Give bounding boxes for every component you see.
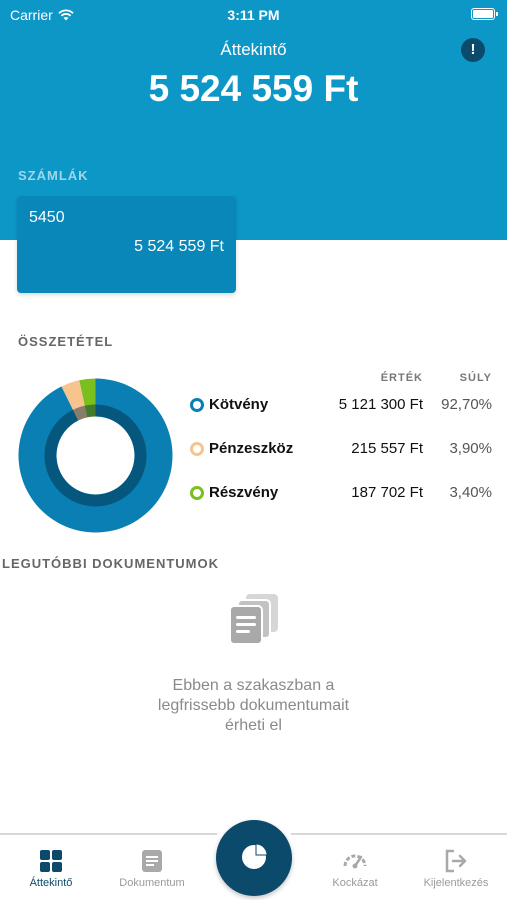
cash-legend-dot bbox=[190, 442, 204, 456]
carrier-info: Carrier bbox=[10, 7, 74, 23]
stock-legend-dot bbox=[190, 486, 204, 500]
document-icon bbox=[142, 850, 162, 872]
tab-label: Kockázat bbox=[332, 877, 378, 889]
composition-name: Részvény bbox=[209, 484, 279, 501]
portfolio-center-button[interactable] bbox=[216, 820, 292, 896]
total-balance: 5 524 559 Ft bbox=[148, 68, 359, 109]
account-number: 5450 bbox=[29, 209, 65, 226]
donut-hole bbox=[57, 417, 134, 494]
logout-icon bbox=[445, 849, 467, 873]
bond-legend-dot bbox=[190, 398, 204, 412]
account-balance: 5 524 559 Ft bbox=[134, 238, 224, 255]
donut-slice bbox=[18, 378, 173, 533]
empty-message-line: Ebben a szakaszban a bbox=[172, 677, 335, 694]
empty-message-line: érheti el bbox=[225, 717, 282, 734]
donut-slice bbox=[61, 380, 88, 421]
pie-chart-icon bbox=[242, 843, 268, 869]
accounts-heading: SZÁMLÁK bbox=[18, 168, 89, 183]
page-title: Áttekintő bbox=[220, 40, 287, 59]
donut-inner-shade bbox=[44, 404, 147, 507]
gauge-icon bbox=[343, 854, 367, 869]
composition-donut-chart bbox=[18, 378, 173, 533]
composition-value: 215 557 Ft bbox=[351, 440, 423, 457]
composition-weight: 92,70% bbox=[441, 396, 492, 413]
recent-documents-heading: LEGUTÓBBI DOKUMENTUMOK bbox=[2, 556, 219, 571]
composition-weight: 3,90% bbox=[449, 440, 492, 457]
tab-label: Áttekintő bbox=[29, 877, 73, 889]
composition-value: 187 702 Ft bbox=[351, 484, 423, 501]
donut-slice bbox=[79, 378, 96, 418]
tab-risk[interactable]: Kockázat bbox=[305, 849, 405, 889]
alert-icon[interactable]: ! bbox=[461, 38, 485, 62]
tab-overview[interactable]: Áttekintő bbox=[1, 849, 101, 889]
clock: 3:11 PM bbox=[227, 7, 280, 23]
tab-label: Dokumentum bbox=[119, 877, 185, 889]
documents-stack-icon bbox=[229, 594, 278, 644]
weight-column-header: SÚLY bbox=[459, 372, 492, 384]
account-card[interactable]: 5450 5 524 559 Ft bbox=[17, 196, 236, 293]
carrier-label: Carrier bbox=[10, 7, 53, 23]
wifi-icon bbox=[58, 9, 74, 21]
composition-row-bond: Kötvény 5 121 300 Ft 92,70% bbox=[190, 395, 495, 417]
composition-weight: 3,40% bbox=[449, 484, 492, 501]
composition-name: Kötvény bbox=[209, 396, 269, 413]
composition-row-stock: Részvény 187 702 Ft 3,40% bbox=[190, 483, 495, 505]
composition-row-cash: Pénzeszköz 215 557 Ft 3,90% bbox=[190, 439, 495, 461]
composition-value: 5 121 300 Ft bbox=[338, 396, 423, 413]
composition-heading: ÖSSZETÉTEL bbox=[18, 334, 114, 349]
tab-documents[interactable]: Dokumentum bbox=[102, 849, 202, 889]
battery-icon bbox=[471, 8, 498, 20]
status-bar: Carrier 3:11 PM bbox=[0, 5, 507, 25]
tab-logout[interactable]: Kijelentkezés bbox=[406, 849, 506, 889]
documents-empty-message: Ebben a szakaszban a legfrissebb dokumen… bbox=[0, 676, 507, 736]
empty-message-line: legfrissebb dokumentumait bbox=[157, 697, 350, 714]
composition-name: Pénzeszköz bbox=[209, 440, 294, 457]
dashboard-icon bbox=[40, 850, 62, 872]
tab-label: Kijelentkezés bbox=[423, 877, 489, 889]
value-column-header: ÉRTÉK bbox=[380, 372, 423, 384]
